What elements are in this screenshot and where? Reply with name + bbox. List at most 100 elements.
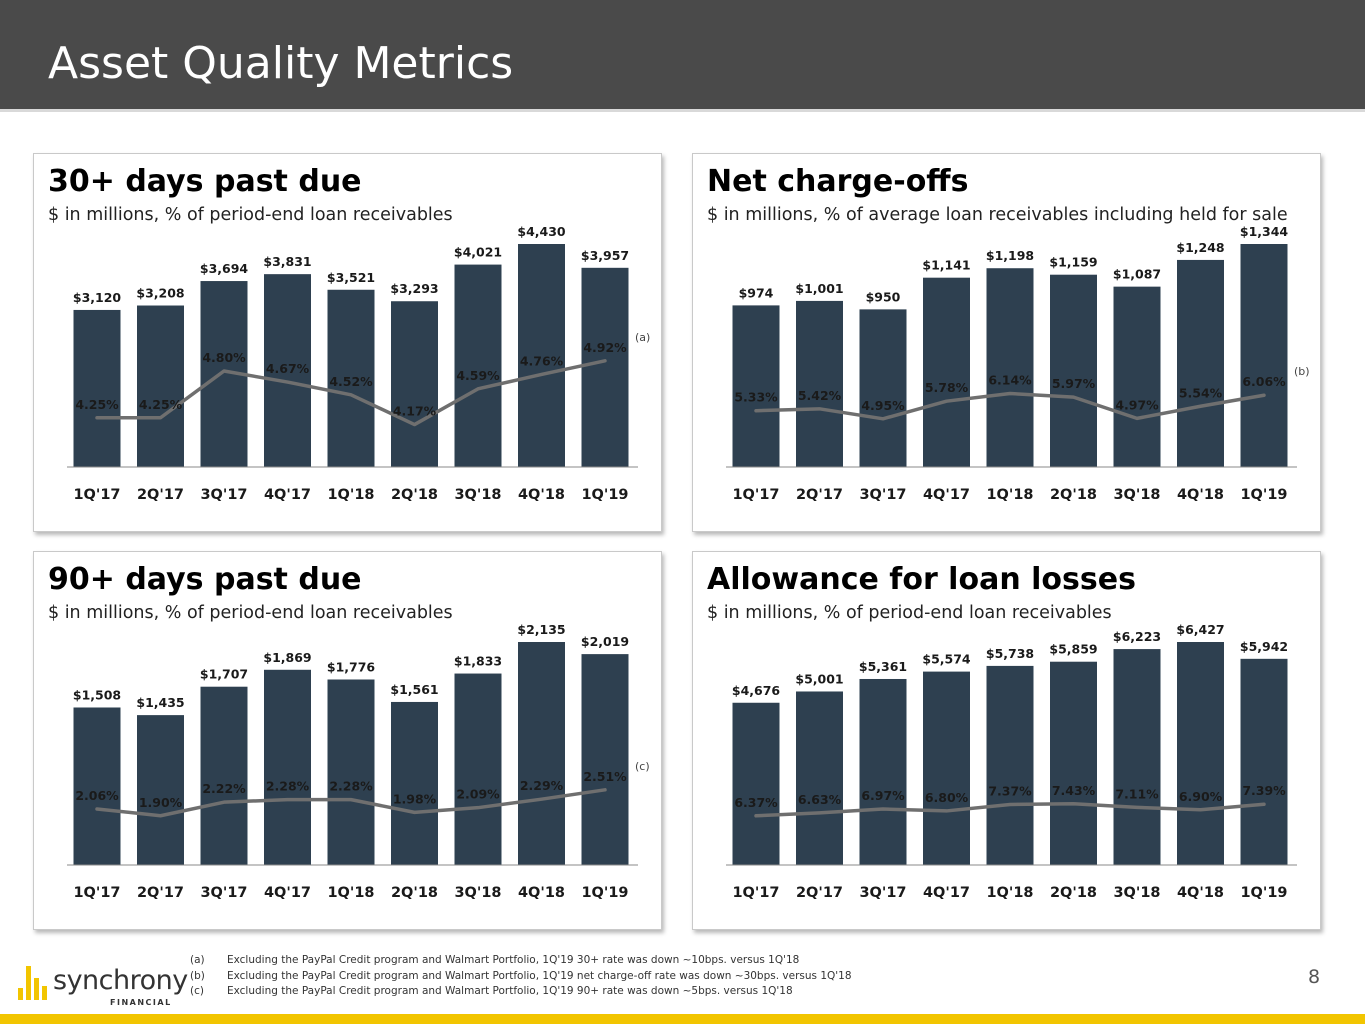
footnote-key: (a)	[190, 954, 205, 966]
bar	[923, 277, 970, 467]
percent-label: 4.59%	[456, 368, 500, 383]
percent-label: 2.51%	[583, 769, 627, 784]
percent-label: 5.97%	[1052, 376, 1096, 391]
bottom-accent-bar	[0, 1014, 1365, 1024]
category-tick-label: 1Q'17	[73, 885, 120, 901]
category-tick-label: 2Q'18	[391, 487, 438, 503]
bar-series	[732, 642, 1288, 865]
category-tick-label: 2Q'17	[796, 885, 843, 901]
bar	[581, 267, 629, 467]
category-tick-label: 2Q'18	[391, 885, 438, 901]
bar	[859, 309, 907, 467]
bar-value-label: $2,019	[581, 634, 629, 649]
bar	[796, 300, 843, 467]
percent-label: 6.14%	[988, 373, 1032, 388]
bar-value-label: $5,574	[922, 652, 971, 667]
footnote-key: (c)	[190, 985, 204, 997]
category-tick-label: 1Q'18	[986, 885, 1033, 901]
percent-label: 6.90%	[1179, 789, 1223, 804]
bar	[454, 673, 502, 865]
page-title: Asset Quality Metrics	[48, 38, 514, 89]
bar	[796, 691, 843, 865]
bar-value-label: $3,957	[581, 248, 629, 263]
percent-label: 2.28%	[329, 779, 373, 794]
category-tick-label: 3Q'18	[454, 885, 501, 901]
page-number: 8	[1308, 966, 1321, 988]
percent-label: 7.39%	[1242, 783, 1286, 798]
bar-value-label: $3,120	[73, 290, 122, 305]
footnotes: (a) Excluding the PayPal Credit program a…	[190, 953, 852, 1000]
bar-value-label: $4,676	[732, 683, 781, 698]
bar-value-label: $1,001	[795, 281, 843, 296]
percent-label: 6.37%	[734, 795, 778, 810]
percent-label: 4.25%	[75, 397, 119, 412]
bar-value-label: $1,159	[1049, 255, 1097, 270]
footnote: (c) Excluding the PayPal Credit program a…	[190, 984, 852, 1000]
percent-labels: 6.37% 6.63% 6.97% 6.80% 7.37% 7.43% 7.11% 6.90%…	[734, 783, 1286, 810]
footnote-key: (b)	[190, 969, 205, 982]
footnote-marker: (c)	[635, 760, 650, 773]
bar	[454, 264, 502, 467]
category-tick-label: 4Q'18	[1177, 487, 1224, 503]
bar-series	[732, 244, 1288, 467]
bar-value-label: $3,521	[327, 270, 375, 285]
footnote-marker: (b)	[1294, 365, 1310, 378]
logo-bars-icon	[18, 966, 48, 1000]
percent-labels: 2.06% 1.90% 2.22% 2.28% 2.28% 1.98% 2.09% 2.29%…	[75, 769, 627, 810]
category-tick-label: 3Q'18	[1113, 487, 1160, 503]
percent-label: 1.90%	[139, 795, 183, 810]
bar	[264, 274, 311, 467]
bar-value-label: $1,141	[922, 258, 970, 273]
category-tick-label: 4Q'17	[923, 885, 970, 901]
percent-label: 2.09%	[456, 787, 500, 802]
category-labels: 1Q'17 2Q'17 3Q'17 4Q'17 1Q'18 2Q'18 3Q'18 4Q'18…	[732, 487, 1287, 503]
category-tick-label: 4Q'17	[264, 487, 311, 503]
bar-value-label: $1,344	[1240, 224, 1289, 239]
percent-label: 4.97%	[1115, 397, 1159, 412]
bar	[73, 309, 121, 467]
chart-subtitle: $ in millions, % of period-end loan rece…	[48, 205, 453, 225]
percent-label: 2.28%	[266, 779, 310, 794]
bar-value-label: $3,831	[263, 254, 311, 269]
bar-series	[73, 642, 629, 865]
bar	[986, 665, 1034, 865]
bar-value-label: $1,435	[136, 695, 184, 710]
value-labels: $1,508 $1,435 $1,707 $1,869 $1,776 $1,561 $1,8…	[73, 622, 629, 710]
bar	[518, 642, 565, 865]
chart-title: 90+ days past due	[48, 562, 362, 597]
bar-value-label: $1,776	[327, 659, 376, 674]
chart-panel-net-charge-offs: Net charge-offs $ in millions, % of aver…	[692, 153, 1321, 532]
bar-value-label: $1,707	[200, 667, 248, 682]
percent-label: 6.80%	[925, 790, 969, 805]
bar-value-label: $4,430	[517, 224, 566, 239]
bar	[391, 301, 438, 467]
percent-label: 4.25%	[139, 397, 183, 412]
bar-value-label: $1,508	[73, 687, 121, 702]
bar-value-label: $950	[866, 289, 901, 304]
category-tick-label: 3Q'18	[454, 487, 501, 503]
category-labels: 1Q'17 2Q'17 3Q'17 4Q'17 1Q'18 2Q'18 3Q'18 4Q'18…	[73, 885, 628, 901]
category-tick-label: 4Q'18	[518, 885, 565, 901]
value-labels: $4,676 $5,001 $5,361 $5,574 $5,738 $5,859 $6,2…	[732, 622, 1288, 698]
category-labels: 1Q'17 2Q'17 3Q'17 4Q'17 1Q'18 2Q'18 3Q'18 4Q'18…	[732, 885, 1287, 901]
percent-label: 4.52%	[329, 374, 373, 389]
chart-svg-net-charge-offs: $974 $1,001 $950 $1,141 $1,198 $1,159 $1,087 $1…	[726, 224, 1310, 503]
bar	[732, 305, 780, 467]
percent-label: 6.97%	[861, 788, 905, 803]
footnote-text: Excluding the PayPal Credit program and …	[227, 954, 800, 966]
chart-title: Net charge-offs	[707, 164, 969, 199]
bar-value-label: $5,361	[859, 659, 907, 674]
category-tick-label: 2Q'18	[1050, 885, 1097, 901]
chart-panel-30-days-past-due: 30+ days past due $ in millions, % of pe…	[33, 153, 662, 532]
footnote-text: Excluding the PayPal Credit program and …	[227, 969, 852, 982]
percent-label: 5.33%	[734, 390, 778, 405]
bar-value-label: $974	[739, 285, 774, 300]
category-tick-label: 1Q'19	[581, 885, 628, 901]
bar-value-label: $3,208	[136, 286, 184, 301]
bar	[1050, 661, 1097, 865]
chart-svg-90-days-past-due: $1,508 $1,435 $1,707 $1,869 $1,776 $1,561 $1,8…	[67, 622, 650, 901]
chart-svg-30-days-past-due: $3,120 $3,208 $3,694 $3,831 $3,521 $3,293 $4,0…	[67, 224, 650, 503]
bar-value-label: $1,869	[263, 650, 311, 665]
logo-wordmark: synchrony	[53, 965, 188, 996]
footnote: (a) Excluding the PayPal Credit program a…	[190, 953, 852, 969]
